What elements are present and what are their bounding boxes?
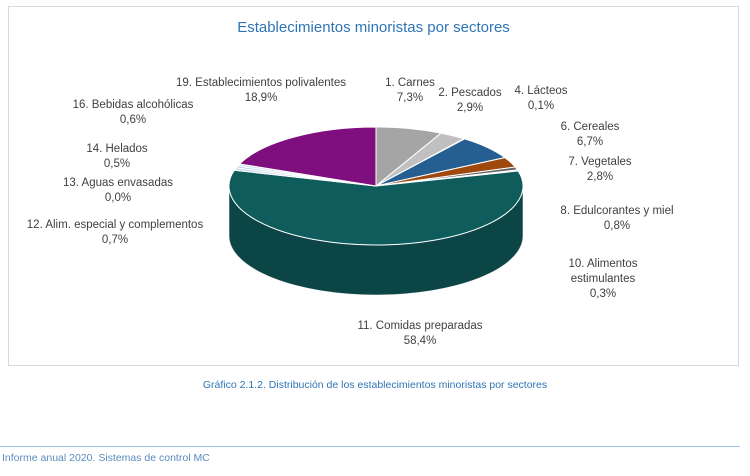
data-label: 7. Vegetales 2,8% xyxy=(568,155,631,185)
label-text: 8. Edulcorantes y miel xyxy=(560,205,674,217)
footer: Informe anual 2020. Sistemas de control … xyxy=(2,452,210,464)
label-text: 0,6% xyxy=(119,114,147,126)
data-label: 10. Alimentos estimulantes 0,3% xyxy=(548,257,658,302)
label-text: 0,8% xyxy=(603,220,631,232)
label-text: 0,3% xyxy=(589,288,617,300)
label-text: 18,9% xyxy=(244,92,278,104)
label-text: 11. Comidas preparadas xyxy=(357,320,483,332)
caption: Gráfico 2.1.2. Distribución de los estab… xyxy=(202,379,548,391)
slice xyxy=(238,126,377,187)
chart-frame xyxy=(8,6,739,366)
data-label: 13. Aguas envasadas 0,0% xyxy=(63,176,173,206)
label-text: 4. Lácteos xyxy=(514,85,568,97)
label-text: 58,4% xyxy=(403,335,437,347)
data-label: 2. Pescados 2,9% xyxy=(438,86,501,116)
data-label: 4. Lácteos 0,1% xyxy=(514,84,567,114)
data-label: 14. Helados 0,5% xyxy=(86,142,147,172)
chart-title: Establecimientos minoristas por sectores xyxy=(237,19,510,36)
label-text: 19. Establecimientos polivalentes xyxy=(175,77,347,89)
chart xyxy=(228,126,524,296)
label-text: 0,7% xyxy=(101,234,129,246)
label-text: 0,1% xyxy=(527,100,555,112)
footer-rule xyxy=(0,446,740,447)
data-label: 11. Comidas preparadas 58,4% xyxy=(357,319,482,349)
data-label: 12. Alim. especial y complementos 0,7% xyxy=(27,218,203,248)
data-label: 1. Carnes 7,3% xyxy=(385,76,435,106)
label-text: 13. Aguas envasadas xyxy=(63,177,173,189)
label-text: 2,9% xyxy=(456,102,484,114)
label-text: 16. Bebidas alcohólicas xyxy=(72,99,194,111)
label-text: 10. Alimentos estimulantes xyxy=(568,258,638,285)
label-text: 0,0% xyxy=(104,192,132,204)
label-text: 0,5% xyxy=(103,158,131,170)
label-text: 1. Carnes xyxy=(385,77,435,89)
data-label: 6. Cereales 6,7% xyxy=(561,120,620,150)
label-text: 2,8% xyxy=(586,171,614,183)
label-text: 6. Cereales xyxy=(560,121,620,133)
slice xyxy=(228,169,524,246)
label-text: 12. Alim. especial y complementos xyxy=(26,219,204,231)
label-text: 2. Pescados xyxy=(438,87,502,99)
label-text: 14. Helados xyxy=(86,143,148,155)
label-text: 6,7% xyxy=(576,136,604,148)
label-text: 7,3% xyxy=(396,92,424,104)
data-label: 8. Edulcorantes y miel 0,8% xyxy=(560,204,673,234)
data-label: 16. Bebidas alcohólicas 0,6% xyxy=(73,98,194,128)
label-text: 7. Vegetales xyxy=(568,156,632,168)
side-shade xyxy=(229,186,523,295)
data-label: 19. Establecimientos polivalentes 18,9% xyxy=(176,76,346,106)
